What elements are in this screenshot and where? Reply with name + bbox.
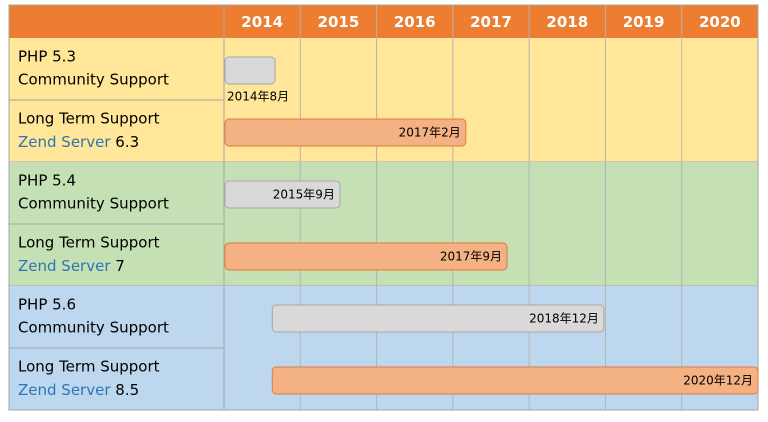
product-line: Zend Server 6.3: [18, 133, 139, 151]
product: Zend Server: [18, 257, 111, 275]
year-label: 2020: [699, 13, 741, 31]
product-line: Zend Server 8.5: [18, 381, 139, 399]
group-name: PHP 5.4: [18, 172, 76, 190]
version: 8.5: [115, 381, 139, 399]
bar-label: 2014年8月: [227, 90, 289, 104]
version: 6.3: [115, 133, 139, 151]
row-label: Community Support: [18, 71, 169, 89]
bar-label: 2017年2月: [399, 126, 461, 140]
year-label: 2015: [318, 13, 360, 31]
version: 7: [115, 257, 125, 275]
bar: [224, 56, 276, 85]
bar-label: 2017年9月: [440, 250, 502, 264]
bar: [224, 118, 467, 147]
row-label: Community Support: [18, 195, 169, 213]
row-label: Long Term Support: [18, 110, 160, 128]
bar: [224, 242, 508, 271]
product: Zend Server: [18, 133, 111, 151]
bar: [271, 304, 605, 333]
year-label: 2014: [241, 13, 283, 31]
bar: [224, 180, 341, 209]
header: [9, 5, 758, 38]
year-label: 2018: [546, 13, 588, 31]
group-name: PHP 5.6: [18, 296, 76, 314]
outer-border: [8, 4, 759, 411]
year-label: 2016: [394, 13, 436, 31]
bar-label: 2020年12月: [683, 374, 753, 388]
year-label: 2019: [623, 13, 665, 31]
row-label: Community Support: [18, 319, 169, 337]
group-name: PHP 5.3: [18, 48, 76, 66]
bar-label: 2015年9月: [273, 188, 335, 202]
year-label: 2017: [470, 13, 512, 31]
row-label: Long Term Support: [18, 358, 160, 376]
product: Zend Server: [18, 381, 111, 399]
bar-label: 2018年12月: [529, 312, 599, 326]
bar: [271, 366, 759, 395]
product-line: Zend Server 7: [18, 257, 125, 275]
row-label: Long Term Support: [18, 234, 160, 252]
